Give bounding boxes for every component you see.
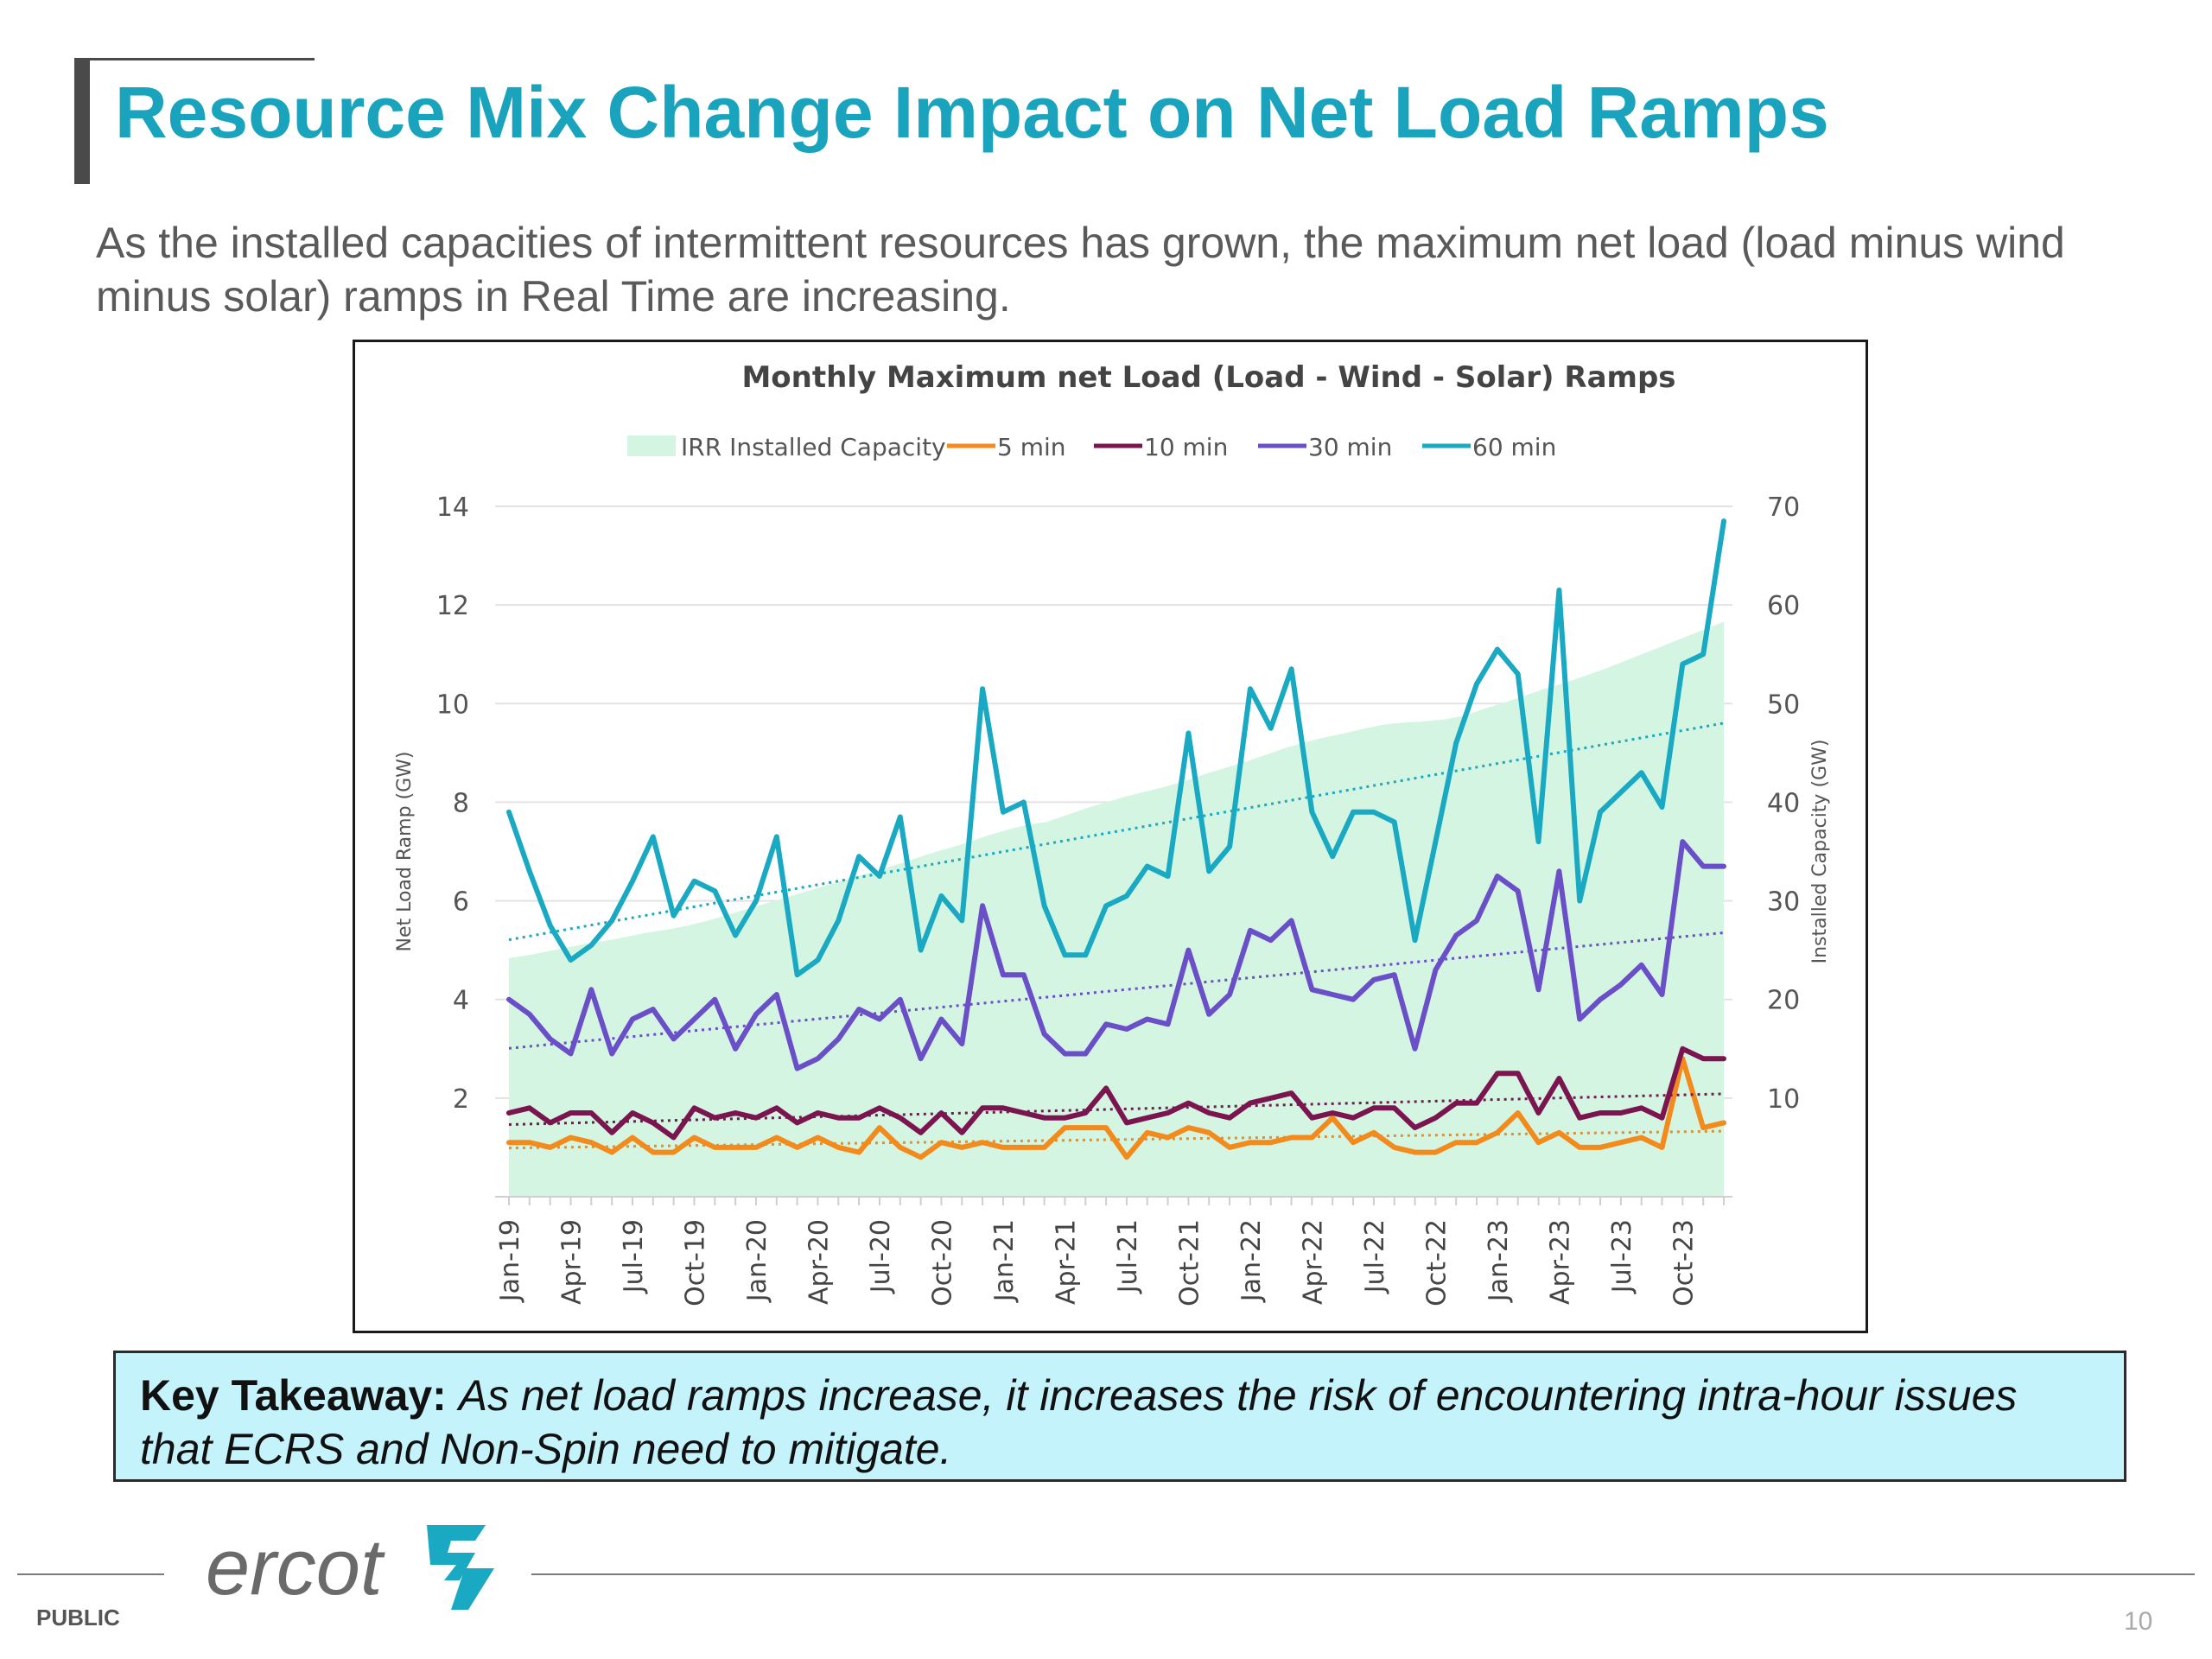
x-tick-label: Jan-20 (742, 1219, 772, 1303)
chart-frame: Monthly Maximum net Load (Load - Wind - … (353, 340, 1868, 1333)
series-line-30-min (506, 839, 1726, 1071)
y2-axis-title: Installed Capacity (GW) (1809, 740, 1831, 964)
x-tick-label: Jan-19 (495, 1219, 525, 1303)
chart-title: Monthly Maximum net Load (Load - Wind - … (741, 360, 1675, 395)
footer-divider-right (531, 1573, 2195, 1575)
x-tick-label: Jan-22 (1236, 1219, 1267, 1303)
x-tick-label: Oct-20 (927, 1219, 957, 1306)
x-tick-label: Jul-19 (619, 1219, 649, 1294)
x-tick-label: Apr-20 (804, 1219, 834, 1305)
key-takeaway-label: Key Takeaway: (140, 1371, 447, 1420)
series-line-10-min (506, 1046, 1726, 1141)
trendline-60-min (508, 721, 1725, 942)
page-subtitle: As the installed capacities of intermitt… (96, 219, 2065, 321)
legend-swatch-irr-installed-capacity (627, 435, 676, 456)
series-line-5-min (506, 1056, 1726, 1160)
x-tick-label: Oct-21 (1174, 1219, 1205, 1306)
y2-tick-label: 30 (1767, 887, 1800, 918)
y-tick-label: 6 (453, 887, 469, 918)
trendline-30-min (508, 931, 1725, 1050)
net-load-ramp-chart: Monthly Maximum net Load (Load - Wind - … (394, 360, 1831, 1306)
x-tick-label: Oct-22 (1421, 1219, 1452, 1306)
x-tick-label: Apr-23 (1545, 1219, 1575, 1305)
y2-tick-label: 40 (1767, 788, 1800, 818)
legend-label-60-min: 60 min (1472, 433, 1556, 461)
page-number: 10 (2124, 1607, 2153, 1636)
x-tick-label: Oct-19 (680, 1219, 710, 1306)
y2-tick-label: 10 (1767, 1084, 1800, 1115)
y-tick-label: 12 (436, 591, 469, 621)
y2-tick-label: 60 (1767, 591, 1800, 621)
y-axis-title: Net Load Ramp (GW) (394, 751, 416, 951)
x-tick-label: Oct-23 (1669, 1219, 1699, 1306)
key-takeaway-text: As net load ramps increase, it increases… (140, 1371, 2018, 1473)
ercot-logo: ercot (206, 1523, 494, 1611)
legend-label-10-min: 10 min (1144, 433, 1228, 461)
title-accent-line (74, 58, 315, 60)
x-tick-label: Apr-21 (1051, 1219, 1081, 1305)
legend-label-5-min: 5 min (997, 433, 1066, 461)
series-line-60-min (506, 518, 1726, 978)
x-tick-label: Apr-22 (1298, 1219, 1328, 1305)
series-area-irr-installed-capacity (509, 621, 1724, 1197)
y2-tick-label: 50 (1767, 690, 1800, 720)
y-tick-label: 14 (436, 493, 469, 523)
key-takeaway-box: Key Takeaway: As net load ramps increase… (113, 1351, 2126, 1482)
x-tick-label: Jul-22 (1360, 1219, 1390, 1294)
footer-divider-left (17, 1573, 164, 1575)
trendline-10-min (508, 1092, 1725, 1126)
y-tick-label: 8 (453, 788, 469, 818)
x-tick-label: Jan-21 (989, 1219, 1020, 1303)
page-title: Resource Mix Change Impact on Net Load R… (115, 72, 1829, 153)
y-tick-label: 10 (436, 690, 469, 720)
y-tick-label: 4 (453, 986, 469, 1016)
title-accent-bar (74, 59, 90, 184)
ercot-logo-text: ercot (206, 1523, 385, 1611)
legend-label-irr-installed-capacity: IRR Installed Capacity (681, 433, 946, 461)
x-tick-label: Apr-19 (556, 1219, 587, 1305)
y-tick-label: 2 (453, 1084, 469, 1115)
x-tick-label: Jan-23 (1484, 1219, 1514, 1303)
legend-label-30-min: 30 min (1308, 433, 1392, 461)
footer-classification: PUBLIC (36, 1605, 120, 1630)
x-tick-label: Jul-23 (1607, 1219, 1637, 1294)
x-tick-label: Jul-20 (866, 1219, 896, 1294)
y2-tick-label: 20 (1767, 986, 1800, 1016)
x-tick-label: Jul-21 (1113, 1219, 1143, 1294)
y2-tick-label: 70 (1767, 493, 1800, 523)
